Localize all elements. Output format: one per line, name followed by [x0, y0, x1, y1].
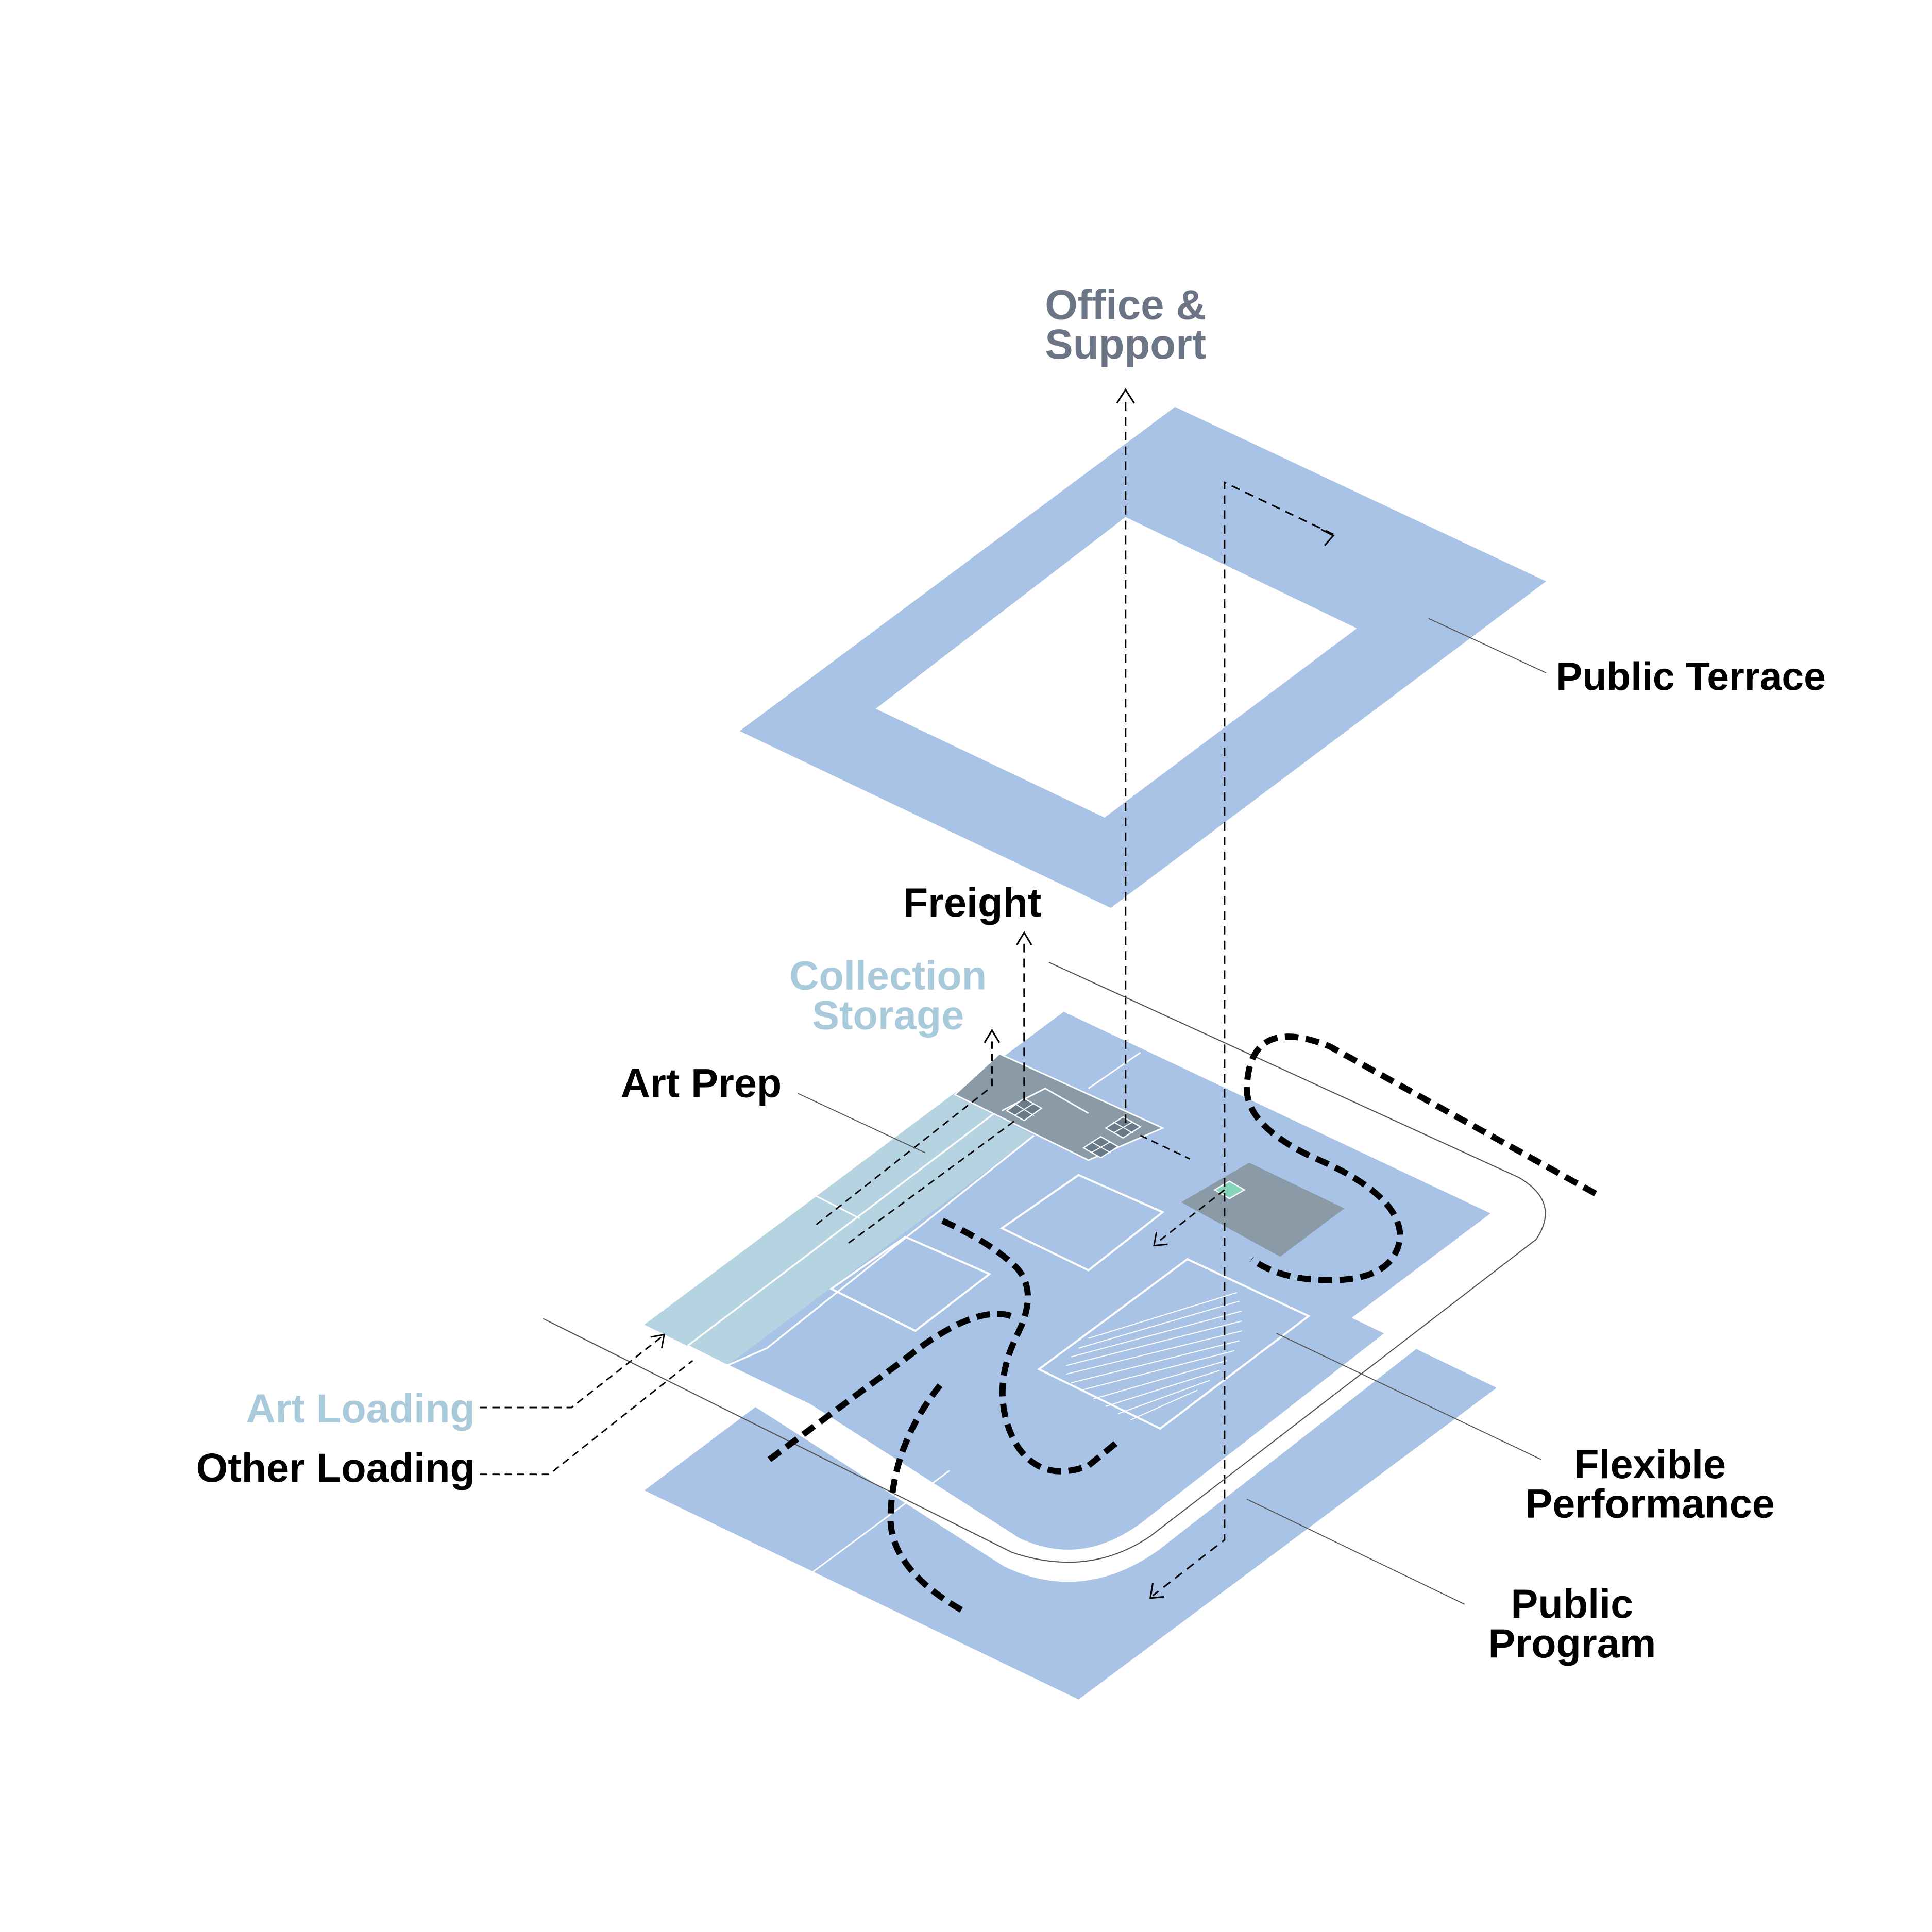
freight-elevator-icon	[1006, 1097, 1043, 1122]
art-prep-outline	[953, 1053, 1165, 1161]
collection-vertical-path	[984, 1028, 1001, 1091]
art-loading-label: Art Loading	[246, 1385, 474, 1431]
office-support-vertical-path	[1116, 388, 1135, 1126]
office-support-label-2: Support	[1045, 321, 1206, 368]
flexible-performance-label-1: Flexible	[1574, 1441, 1726, 1487]
office-support-label-1: Office &	[1045, 281, 1206, 328]
art-prep-label: Art Prep	[621, 1060, 782, 1106]
performance-seating-rows	[1066, 1292, 1242, 1420]
public-program-label-2: Program	[1488, 1620, 1656, 1666]
freight-label: Freight	[903, 879, 1041, 925]
art-prep-zone	[955, 1054, 1163, 1160]
gallery-room-a	[999, 1174, 1165, 1272]
collection-storage-outline	[687, 1134, 1035, 1367]
public-route-sweep	[767, 1311, 1016, 1614]
public-terrace-label: Public Terrace	[1556, 655, 1826, 699]
collection-storage-label-1: Collection	[789, 953, 987, 998]
gallery-room-b	[829, 1235, 992, 1332]
support-elevator-icon	[1082, 1136, 1120, 1159]
internal-freight-path	[816, 1088, 1191, 1244]
flexible-performance-room	[1037, 1258, 1311, 1430]
public-terrace-floor	[739, 406, 1546, 908]
public-route-lower	[941, 1218, 1118, 1475]
art-prep-divider	[1088, 1052, 1141, 1089]
public-vertical-path	[1149, 481, 1335, 1599]
freight-vertical-path	[1016, 931, 1032, 1107]
art-loading-arrow	[480, 1333, 666, 1409]
collection-storage-label-2: Storage	[812, 992, 964, 1038]
other-loading-label: Other Loading	[196, 1445, 475, 1490]
public-core-arrow	[1153, 1189, 1225, 1247]
public-program-label-1: Public	[1511, 1581, 1634, 1626]
public-route-upper	[1243, 1033, 1597, 1283]
circulation-loop-outline	[543, 961, 1546, 1563]
flexible-performance-label-2: Performance	[1525, 1481, 1774, 1527]
leader-lines	[798, 618, 1547, 1605]
office-elevator-icon	[1104, 1116, 1142, 1139]
collection-storage-line	[687, 1112, 995, 1347]
